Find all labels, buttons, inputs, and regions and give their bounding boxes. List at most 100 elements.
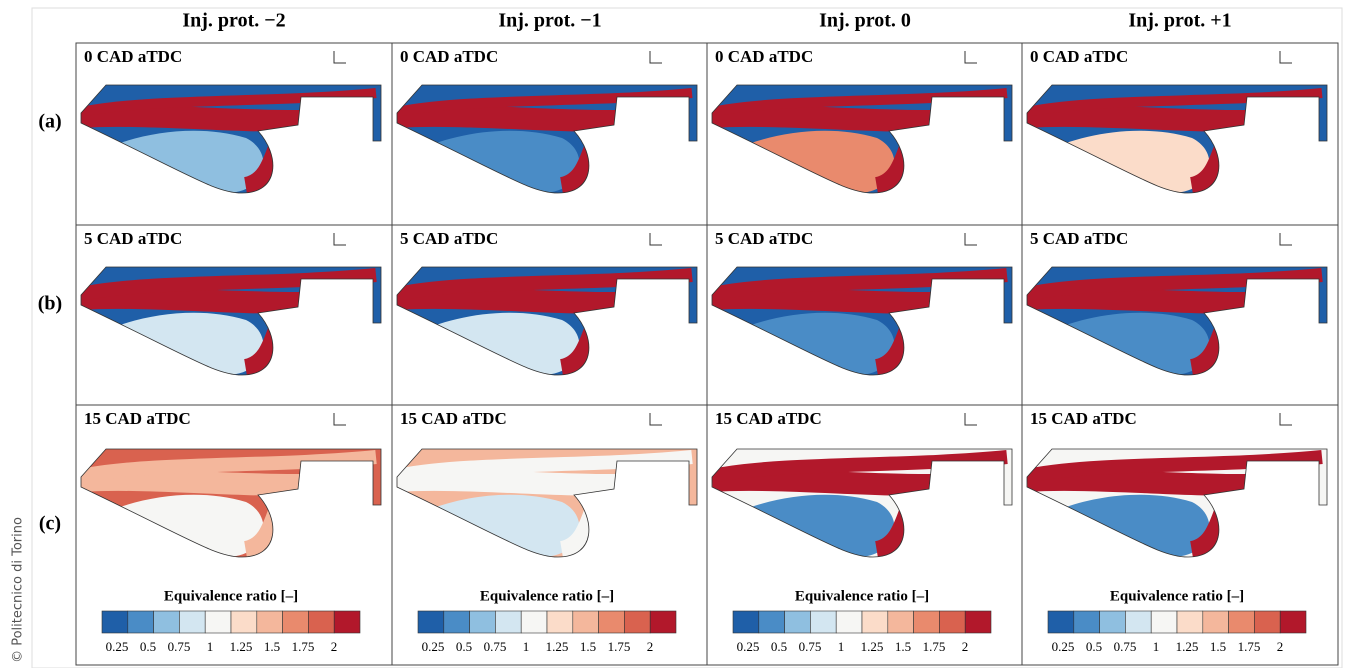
colorbar-tick-label: 2 — [331, 639, 338, 654]
axis-icon — [1279, 51, 1292, 64]
axis-icon — [649, 413, 662, 426]
panel-label: 0 CAD aTDC — [715, 47, 813, 66]
colorbar-swatch — [495, 610, 522, 634]
colorbar-swatch — [913, 610, 940, 634]
chamber-outline — [80, 448, 382, 558]
contour-region — [412, 130, 580, 193]
colorbar-swatch — [1073, 610, 1100, 634]
colorbar-tick-label: 1.75 — [608, 639, 631, 654]
column-header: Inj. prot. +1 — [1128, 10, 1231, 32]
colorbar-tick-label: 0.75 — [484, 639, 507, 654]
colorbar-swatch — [443, 610, 470, 634]
colorbar-tick-label: 1.5 — [1210, 639, 1226, 654]
colorbar-swatch — [417, 610, 445, 634]
axis-icon — [964, 233, 977, 246]
colorbar-swatch — [1228, 610, 1255, 634]
contour-band — [715, 450, 1008, 482]
contour-band — [1030, 268, 1323, 300]
colorbar-title: Equivalence ratio [–] — [795, 588, 929, 604]
colorbar-swatch — [204, 610, 232, 634]
colorbar-tick-label: 2 — [647, 639, 654, 654]
row-label: (b) — [38, 293, 62, 315]
colorbar-swatch — [127, 610, 154, 634]
colorbar-swatch — [887, 610, 914, 634]
colorbar-swatch — [572, 610, 599, 634]
colorbar-tick-label: 0.25 — [106, 639, 129, 654]
contour-band — [400, 268, 693, 300]
colorbar-swatch — [835, 610, 863, 634]
colorbar-swatch — [1254, 610, 1281, 634]
colorbar-swatch — [964, 610, 992, 634]
contour-band — [1027, 286, 1258, 375]
colorbar-swatch — [308, 610, 335, 634]
colorbar-swatch — [1047, 610, 1075, 634]
colorbar-swatch — [469, 610, 496, 634]
contour-band — [716, 88, 1008, 116]
colorbar-swatch — [758, 610, 785, 634]
axis-icon — [964, 51, 977, 64]
contour-band — [712, 468, 943, 557]
colorbar-swatch — [1099, 610, 1126, 634]
panel-label: 5 CAD aTDC — [715, 229, 813, 248]
colorbar-tick-label: 0.5 — [456, 639, 472, 654]
colorbar-swatch — [861, 610, 889, 634]
colorbar-swatch — [101, 610, 129, 634]
colorbar-tick-label: 1.25 — [546, 639, 569, 654]
colorbar-swatch — [1150, 610, 1178, 634]
row-label: (a) — [38, 111, 61, 133]
axis-icon — [1279, 413, 1292, 426]
contour-band — [84, 268, 377, 300]
contour-band — [401, 88, 693, 116]
colorbar-tick-label: 2 — [962, 639, 969, 654]
chamber-outline — [80, 266, 382, 376]
column-header: Inj. prot. 0 — [819, 10, 911, 32]
contour-region — [96, 130, 264, 193]
colorbar-tick-label: 0.25 — [1052, 639, 1075, 654]
contour-region — [1042, 312, 1210, 375]
colorbar-swatch — [784, 610, 811, 634]
contour-region — [727, 130, 895, 193]
colorbar-swatch — [598, 610, 625, 634]
contour-band — [85, 88, 377, 116]
axis-icon — [964, 413, 977, 426]
contour-band — [81, 468, 312, 557]
panel-label: 0 CAD aTDC — [84, 47, 182, 66]
contour-band — [1031, 88, 1323, 116]
colorbar-tick-label: 1.75 — [292, 639, 315, 654]
panel-label: 15 CAD aTDC — [1030, 409, 1137, 428]
colorbar-swatch — [153, 610, 180, 634]
panel-label: 0 CAD aTDC — [1030, 47, 1128, 66]
colorbar-title: Equivalence ratio [–] — [164, 588, 298, 604]
axis-icon — [333, 233, 346, 246]
panel-label: 0 CAD aTDC — [400, 47, 498, 66]
colorbar-tick-label: 0.75 — [1114, 639, 1137, 654]
contour-band — [400, 450, 693, 482]
contour-region — [727, 494, 895, 557]
colorbar-tick-label: 1.75 — [1238, 639, 1261, 654]
colorbar-tick-label: 0.25 — [737, 639, 760, 654]
row-label: (c) — [39, 513, 61, 535]
panel-label: 5 CAD aTDC — [1030, 229, 1128, 248]
colorbar-swatch — [1279, 610, 1307, 634]
colorbar-title: Equivalence ratio [–] — [1110, 588, 1244, 604]
axis-icon — [333, 413, 346, 426]
contour-band — [397, 104, 628, 193]
contour-region — [412, 312, 580, 375]
colorbar-swatch — [1176, 610, 1204, 634]
panel-label: 5 CAD aTDC — [400, 229, 498, 248]
panel-label: 15 CAD aTDC — [400, 409, 507, 428]
contour-region — [727, 312, 895, 375]
axis-icon — [333, 51, 346, 64]
panel-label: 15 CAD aTDC — [84, 409, 191, 428]
chamber-outline — [1026, 266, 1328, 376]
colorbar-swatch — [1202, 610, 1229, 634]
colorbar-tick-label: 0.75 — [168, 639, 191, 654]
axis-icon — [649, 51, 662, 64]
figure-frame — [31, 7, 1343, 668]
chamber-outline — [1026, 448, 1328, 558]
colorbar-swatch — [810, 610, 837, 634]
colorbar-tick-label: 0.5 — [771, 639, 787, 654]
colorbar-tick-label: 1 — [838, 639, 845, 654]
colorbar-tick-label: 1.5 — [895, 639, 911, 654]
